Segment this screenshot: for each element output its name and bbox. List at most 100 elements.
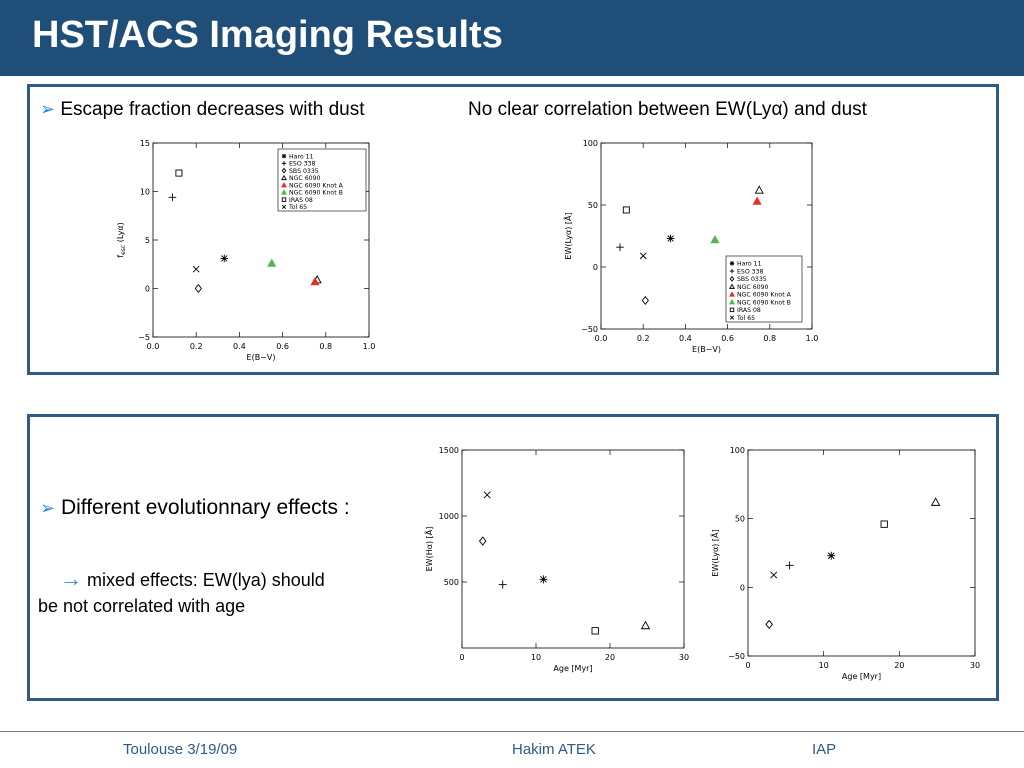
legend-entry-label: ESO 338 — [737, 268, 764, 275]
y-tick-label: 500 — [444, 578, 459, 587]
legend-entry-label: ESO 338 — [289, 161, 316, 168]
y-tick-label: −5 — [138, 333, 150, 342]
footer-author: Hakim ATEK — [512, 741, 596, 758]
data-point-triangle-green — [267, 258, 277, 267]
note-text-alpha: α — [771, 99, 783, 120]
x-tick-label: 0 — [745, 661, 750, 670]
x-tick-label: 0.6 — [276, 342, 289, 351]
x-tick-label: 20 — [605, 653, 615, 662]
x-tick-label: 10 — [819, 661, 829, 670]
y-tick-label: 5 — [145, 236, 150, 245]
data-point-square — [591, 627, 599, 635]
legend-entry-label: IRAS 08 — [289, 197, 313, 204]
legend-entry-label: Tol 65 — [736, 315, 755, 322]
data-point-asterisk — [827, 551, 836, 560]
legend-entry-label: NGC 6090 — [289, 175, 321, 182]
legend-marker-plus — [281, 161, 287, 166]
bottom-panel — [27, 414, 999, 701]
x-axis-label: Age [Myr] — [553, 664, 592, 673]
data-point-triangle-red — [752, 196, 762, 205]
data-point-diamond — [765, 619, 773, 630]
y-tick-label: 0 — [145, 285, 150, 294]
data-point-cross — [770, 571, 778, 579]
data-point-plus — [785, 561, 794, 570]
data-point-asterisk — [539, 575, 548, 584]
data-point-square — [622, 206, 630, 214]
data-point-cross — [483, 491, 491, 499]
y-tick-label: 1500 — [439, 446, 459, 455]
data-point-square — [880, 520, 888, 528]
legend-marker-triangle — [729, 283, 735, 289]
arrow-bullet-icon: ➢ — [40, 99, 56, 119]
y-tick-label: 0 — [593, 263, 598, 272]
x-tick-label: 0 — [459, 653, 464, 662]
data-point-asterisk — [666, 234, 675, 243]
legend-marker-square — [729, 307, 735, 313]
legend-marker-diamond — [729, 275, 735, 282]
x-tick-label: 0.0 — [147, 342, 160, 351]
y-axis-label: fesc (Lyα) — [116, 222, 127, 257]
y-tick-label: 100 — [730, 446, 745, 455]
legend-entry-label: NGC 6090 — [737, 284, 769, 291]
legend-entry-label: SBS 0335 — [289, 168, 319, 175]
y-axis-label: EW(Lyα) [Å] — [562, 212, 573, 259]
plot-frame — [461, 449, 685, 649]
x-tick-label: 0.4 — [233, 342, 246, 351]
x-tick-label: 0.8 — [763, 334, 776, 343]
note-text-pre: No clear correlation between EW(Ly — [468, 99, 772, 120]
legend-entry-label: Haro 11 — [289, 153, 314, 160]
bullet-escape-fraction: ➢ Escape fraction decreases with dust — [40, 99, 365, 121]
y-tick-label: 15 — [140, 139, 150, 148]
note-no-correlation: No clear correlation between EW(Lyα) and… — [468, 99, 867, 121]
footer-divider — [0, 731, 1024, 732]
y-tick-label: 10 — [140, 188, 150, 197]
x-tick-label: 1.0 — [806, 334, 819, 343]
legend-entry-label: NGC 6090 Knot B — [289, 190, 343, 197]
plot-frame — [747, 449, 976, 657]
data-point-cross — [639, 252, 647, 260]
legend-marker-asterisk — [281, 153, 287, 159]
sub-bullet-line1: → mixed effects: EW(lya) should — [60, 566, 325, 592]
note-text-post: ) and dust — [782, 99, 867, 120]
data-point-triangle-red — [310, 276, 320, 286]
x-tick-label: 0.2 — [637, 334, 650, 343]
plot-frame — [600, 142, 813, 330]
y-tick-label: 1000 — [439, 512, 459, 521]
chart-fesc-vs-ebv: 0.0 0.2 0.4 0.6 0.8 1.0 −5 0 5 10 15 E(B−V) fesc (Ly… — [116, 139, 375, 362]
x-tick-label: 0.4 — [679, 334, 692, 343]
legend-marker-square — [281, 197, 287, 202]
data-point-triangle-green — [710, 234, 720, 244]
legend-marker-plus — [729, 268, 735, 274]
y-tick-label: 50 — [735, 515, 745, 524]
y-axis-label: EW(Lyα) [Å] — [709, 529, 720, 576]
legend-entry-label: NGC 6090 Knot A — [737, 292, 792, 299]
x-tick-label: 30 — [970, 661, 980, 670]
arrow-bullet-icon: ➢ — [40, 498, 56, 518]
x-tick-label: 0.0 — [595, 334, 608, 343]
legend-entry-label: Tol 65 — [288, 204, 307, 211]
x-tick-label: 0.6 — [721, 334, 734, 343]
y-tick-label: −50 — [728, 652, 745, 661]
legend-entry-label: NGC 6090 Knot B — [737, 299, 791, 306]
data-point-triangle — [930, 497, 941, 506]
legend-marker-cross — [729, 315, 735, 320]
x-axis-label: E(B−V) — [247, 353, 276, 362]
legend-marker-triangle-red — [281, 181, 287, 188]
data-point-square — [175, 169, 183, 177]
x-axis-label: E(B−V) — [692, 345, 721, 354]
x-tick-label: 30 — [679, 653, 689, 662]
bullet-evolution-text: Different evolutionnary effects : — [60, 496, 350, 519]
chart-ew-vs-ebv: 0.0 0.2 0.4 0.6 0.8 1.0 −50 0 50 100 E(B−V) EW(Lyα)… — [562, 139, 819, 354]
bullet-evolution: ➢ Different evolutionnary effects : — [40, 496, 350, 520]
top-panel — [27, 84, 999, 375]
legend-marker-triangle — [281, 174, 287, 181]
data-point-plus — [498, 580, 507, 589]
data-point-plus — [168, 193, 177, 202]
x-tick-label: 10 — [531, 653, 541, 662]
legend-entry-label: NGC 6090 Knot A — [289, 182, 344, 189]
x-tick-label: 0.8 — [319, 342, 332, 351]
legend-marker-diamond — [281, 167, 287, 174]
legend-entry-label: SBS 0335 — [737, 276, 767, 283]
